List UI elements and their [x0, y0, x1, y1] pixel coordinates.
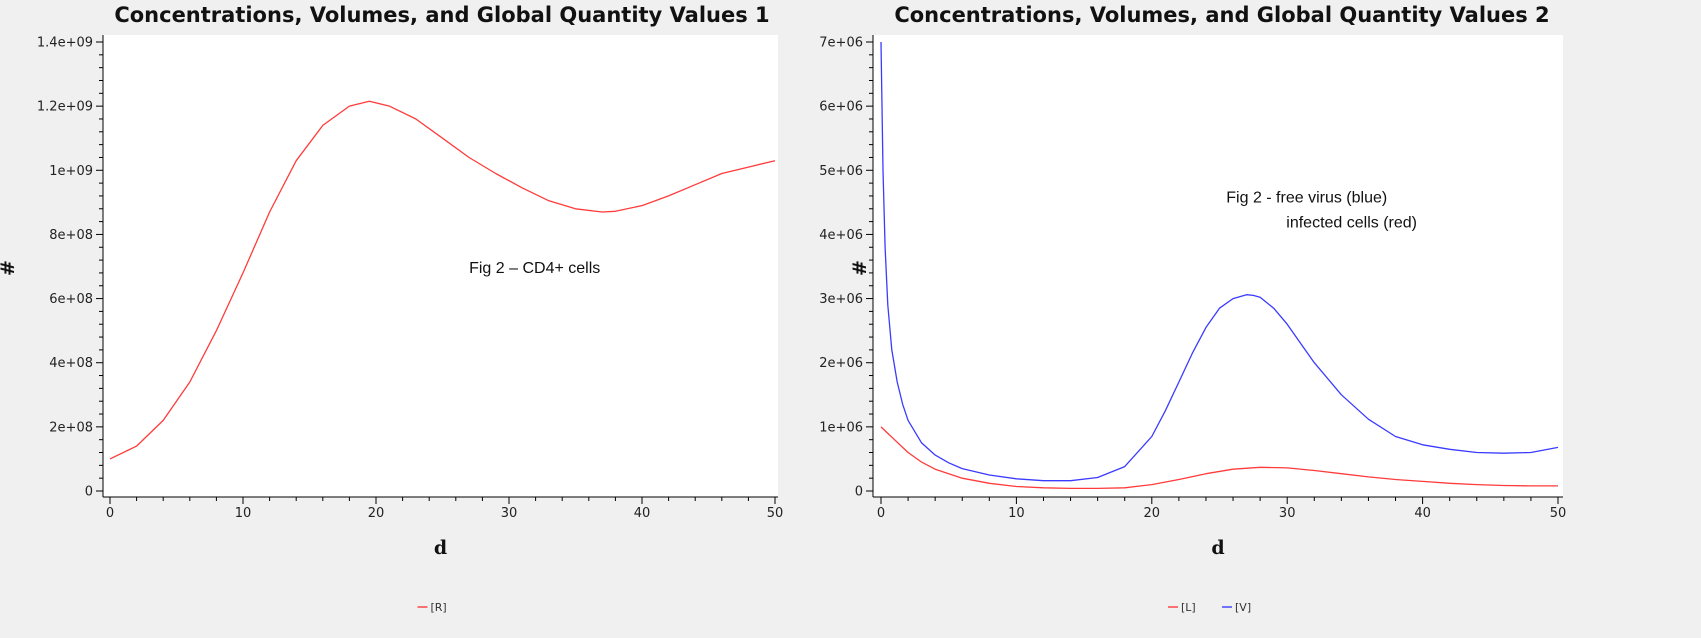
y-tick-label: 2e+08: [49, 420, 93, 435]
plot-area: [103, 35, 778, 497]
chart-title: Concentrations, Volumes, and Global Quan…: [114, 3, 769, 27]
y-tick-label: 1e+09: [49, 164, 93, 179]
y-tick-label: 1e+06: [819, 420, 863, 435]
legend-label: [L]: [1181, 601, 1196, 614]
x-tick-label: 30: [1279, 506, 1296, 521]
x-tick-label: 40: [634, 506, 651, 521]
chart-2: Concentrations, Volumes, and Global Quan…: [819, 3, 1566, 614]
y-tick-label: 0: [85, 485, 93, 500]
y-tick-label: 3e+06: [819, 292, 863, 307]
y-axis-label: #: [849, 260, 871, 276]
y-tick-label: 7e+06: [819, 36, 863, 51]
y-tick-label: 1.2e+09: [37, 100, 93, 115]
x-tick-label: 20: [368, 506, 385, 521]
chart-title: Concentrations, Volumes, and Global Quan…: [894, 3, 1549, 27]
x-tick-label: 40: [1414, 506, 1431, 521]
x-tick-label: 50: [1550, 506, 1567, 521]
legend-label: [R]: [431, 601, 447, 614]
x-tick-label: 10: [235, 506, 252, 521]
annotation-text: Fig 2 – CD4+ cells: [469, 260, 600, 277]
x-axis-label: d: [1211, 537, 1224, 559]
y-tick-label: 4e+08: [49, 356, 93, 371]
series-line-l: [880, 426, 1558, 490]
x-tick-label: 0: [106, 506, 114, 521]
y-tick-label: 6e+06: [819, 100, 863, 115]
annotation-text: Fig 2 - free virus (blue): [1226, 189, 1387, 206]
y-axis-label: #: [0, 260, 19, 276]
series-line-v: [880, 41, 1559, 482]
y-tick-label: 2e+06: [819, 356, 863, 371]
series-line-r: [109, 100, 776, 460]
x-tick-label: 50: [767, 506, 784, 521]
y-tick-label: 6e+08: [49, 292, 93, 307]
x-tick-label: 30: [501, 506, 518, 521]
x-tick-label: 20: [1144, 506, 1161, 521]
x-axis-label: d: [434, 537, 447, 559]
plot-area: [873, 35, 1563, 497]
y-tick-label: 0: [855, 485, 863, 500]
annotation-text: infected cells (red): [1286, 214, 1417, 231]
y-tick-label: 4e+06: [819, 228, 863, 243]
x-tick-label: 0: [877, 506, 885, 521]
y-tick-label: 1.4e+09: [37, 36, 93, 51]
legend-label: [V]: [1235, 601, 1251, 614]
x-tick-label: 10: [1008, 506, 1025, 521]
chart-1: Concentrations, Volumes, and Global Quan…: [0, 3, 783, 614]
y-tick-label: 8e+08: [49, 228, 93, 243]
y-tick-label: 5e+06: [819, 164, 863, 179]
